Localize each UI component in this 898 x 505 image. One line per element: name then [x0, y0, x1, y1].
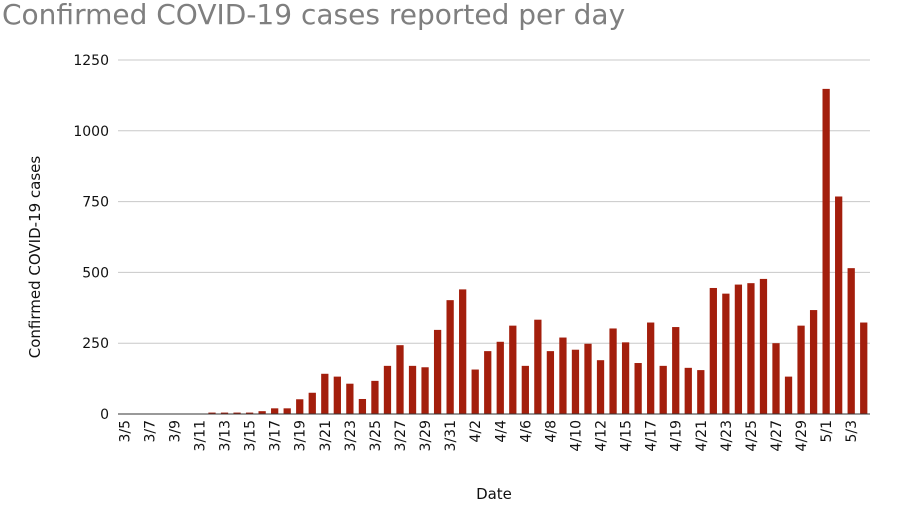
bar-4-10 [571, 349, 580, 414]
y-tick-label: 250 [82, 336, 109, 352]
x-tick-label: 3/19 [293, 420, 309, 451]
bar-3-21 [321, 373, 329, 414]
x-tick-label: 3/27 [393, 420, 409, 451]
x-tick-label: 4/4 [493, 420, 509, 443]
bar-4-27 [772, 343, 780, 414]
bar-3-23 [346, 383, 354, 414]
x-tick-label: 4/15 [619, 420, 635, 451]
bar-4-2 [471, 369, 479, 414]
bar-3-29 [421, 367, 429, 414]
x-tick-label: 4/10 [568, 420, 584, 451]
bar-5-3 [847, 268, 855, 414]
bar-3-27 [396, 345, 404, 414]
gridlines [118, 59, 870, 344]
bar-5-4 [860, 322, 868, 414]
x-tick-label: 3/17 [268, 420, 284, 451]
bar-3-26 [383, 365, 392, 414]
x-tick-label: 4/23 [719, 420, 735, 451]
y-tick-label: 0 [100, 407, 109, 423]
bar-3-24 [358, 398, 367, 414]
x-tick-label: 4/2 [468, 420, 484, 443]
bar-4-23 [722, 293, 730, 414]
bar-3-18 [283, 408, 291, 414]
bar-3-31 [446, 300, 454, 414]
bar-3-13 [220, 412, 229, 414]
bar-5-1 [822, 88, 830, 414]
x-tick-label: 3/31 [443, 420, 459, 451]
bar-3-15 [245, 412, 254, 414]
bar-4-26 [759, 278, 768, 414]
x-tick-label: 3/5 [117, 420, 133, 443]
x-tick-label: 3/23 [343, 420, 359, 451]
x-axis-label: Date [476, 485, 512, 503]
bar-3-28 [408, 365, 417, 414]
bar-4-29 [797, 325, 805, 414]
bar-4-30 [809, 310, 818, 414]
bar-3-22 [333, 376, 341, 414]
bars [120, 88, 868, 414]
y-tick-label: 1250 [73, 53, 109, 69]
bar-4-21 [697, 370, 705, 414]
y-tick-labels: 0 250 500 750 1000 1250 [73, 53, 109, 423]
chart-title: Confirmed COVID-19 cases reported per da… [2, 0, 626, 31]
bar-4-16 [634, 363, 642, 414]
x-tick-label: 4/25 [744, 420, 760, 451]
y-axis-label: Confirmed COVID-19 cases [26, 156, 44, 359]
x-tick-label: 3/29 [418, 420, 434, 451]
x-tick-label: 5/3 [844, 420, 860, 443]
x-tick-label: 3/15 [243, 420, 259, 451]
bar-4-7 [534, 319, 542, 414]
x-tick-label: 4/8 [543, 420, 559, 443]
bar-4-19 [672, 327, 680, 414]
bar-3-25 [371, 380, 379, 414]
bar-3-20 [308, 392, 316, 414]
bar-3-19 [296, 399, 304, 414]
bar-4-11 [584, 343, 592, 414]
bar-4-24 [734, 284, 743, 414]
bar-3-14 [233, 412, 241, 414]
bar-4-17 [647, 322, 655, 414]
x-tick-label: 3/9 [167, 420, 183, 443]
bar-4-22 [709, 287, 717, 414]
bar-4-8 [546, 351, 555, 414]
y-tick-label: 1000 [73, 124, 109, 140]
bar-3-12 [208, 412, 216, 414]
x-tick-label: 4/27 [769, 420, 785, 451]
bar-4-15 [621, 342, 630, 414]
bar-4-5 [509, 325, 517, 414]
bar-4-20 [684, 367, 692, 414]
x-tick-label: 3/7 [142, 420, 158, 443]
x-tick-label: 4/21 [694, 420, 710, 451]
bar-4-25 [747, 283, 755, 414]
x-tick-label: 3/13 [218, 420, 234, 451]
x-tick-label: 4/17 [644, 420, 660, 451]
x-tick-label: 3/21 [318, 420, 334, 451]
x-tick-label: 4/19 [669, 420, 685, 451]
x-tick-label: 4/29 [794, 420, 810, 451]
bar-3-30 [433, 329, 442, 414]
y-tick-label: 750 [82, 195, 109, 211]
bar-4-4 [496, 341, 504, 414]
bar-4-9 [559, 337, 567, 414]
x-tick-label: 3/25 [368, 420, 384, 451]
bar-5-2 [835, 196, 843, 414]
bar-3-16 [258, 411, 266, 414]
y-tick-label: 500 [82, 265, 109, 281]
x-tick-label: 4/6 [518, 420, 534, 443]
x-tick-labels: 3/5 3/7 3/9 3/11 3/13 3/15 3/17 3/19 3/21 3/23 3/2… [117, 420, 860, 452]
bar-3-17 [271, 408, 279, 414]
x-tick-label: 5/1 [819, 420, 835, 443]
bar-4-28 [784, 376, 793, 414]
bar-4-3 [484, 351, 492, 414]
bar-4-12 [596, 360, 605, 414]
x-tick-label: 4/12 [594, 420, 610, 451]
bar-4-6 [521, 365, 529, 414]
x-tick-label: 3/11 [192, 420, 208, 451]
bar-4-1 [459, 289, 467, 414]
bar-4-18 [659, 365, 667, 414]
bar-4-14 [609, 328, 617, 414]
